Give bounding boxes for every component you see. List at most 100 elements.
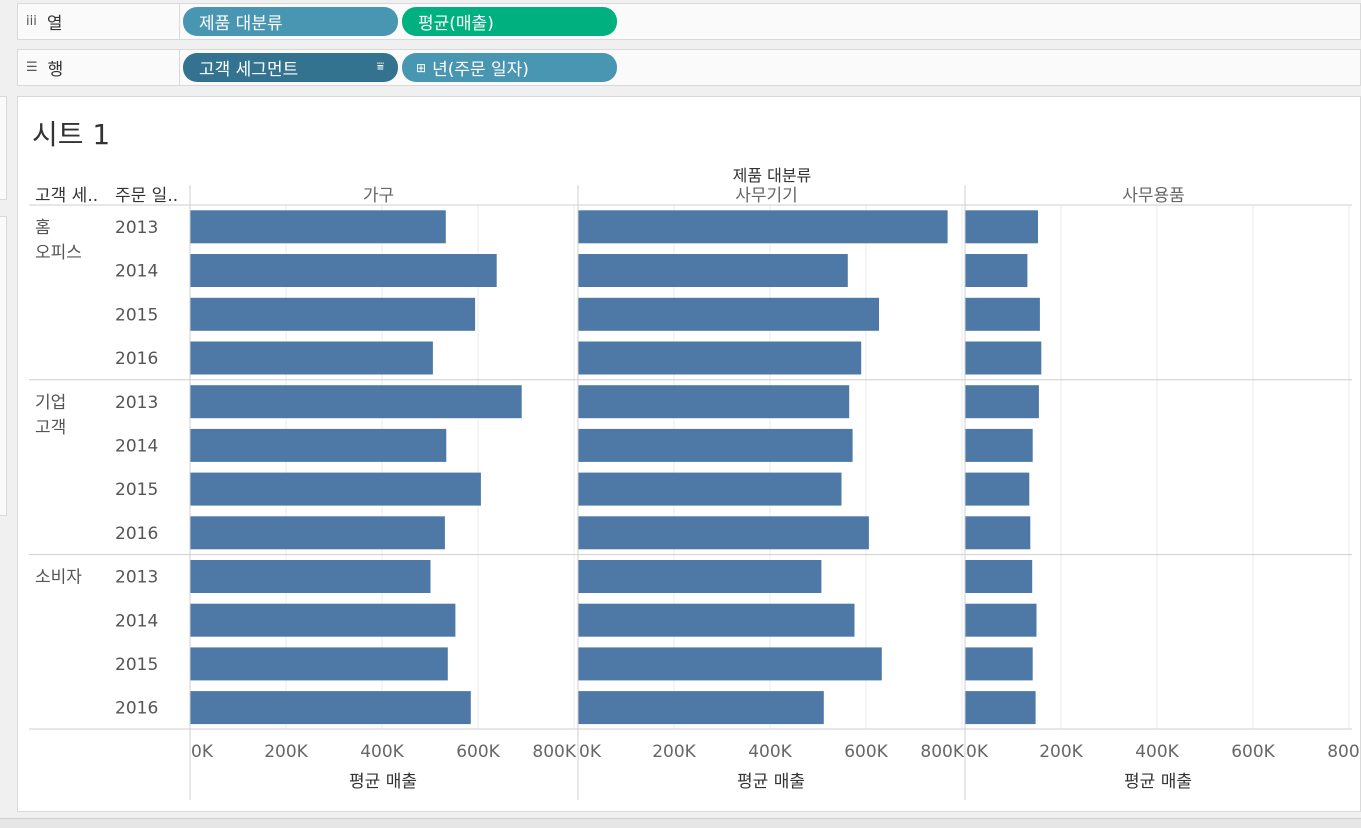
bar-2-1-3 (965, 516, 1031, 550)
bar-0-1-0 (190, 385, 522, 419)
x-tick-label: 200K (652, 742, 696, 762)
columns-shelf-label: iii 열 (18, 4, 180, 39)
bar-2-0-1 (965, 254, 1028, 287)
x-tick-label: 800K (1327, 742, 1361, 762)
pill-customer-segment[interactable]: 고객 세그먼트 ⩸ (183, 53, 398, 82)
bar-1-0-1 (578, 254, 848, 287)
bar-1-0-3 (578, 341, 862, 375)
year-label: 2014 (115, 437, 158, 457)
segment-label: 소비자 (35, 568, 82, 588)
bar-0-1-3 (190, 516, 445, 550)
bar-2-1-2 (965, 472, 1030, 506)
rows-shelf-label: ☰ 행 (18, 50, 180, 85)
pill-text: 고객 세그먼트 (199, 60, 299, 80)
bars-layer (190, 210, 1042, 725)
x-tick-label: 200K (264, 742, 308, 762)
bar-2-1-0 (965, 385, 1039, 419)
x-tick-label: 600K (1231, 742, 1275, 762)
expand-plus-icon[interactable]: ⊞ (416, 60, 427, 75)
x-tick-label: 400K (748, 742, 792, 762)
bar-1-1-1 (578, 428, 853, 462)
year-label: 2015 (115, 305, 158, 325)
pill-text: 년(주문 일자) (432, 60, 529, 80)
left-panel-edge-top (0, 96, 7, 200)
bar-2-2-3 (965, 691, 1036, 725)
column-shelf-icon: iii (26, 14, 37, 29)
columns-label-text: 열 (46, 14, 63, 34)
x-axis-label: 평균 매출 (737, 772, 805, 792)
bar-0-2-0 (190, 560, 431, 593)
bar-2-2-1 (965, 603, 1037, 637)
lines-layer (29, 185, 1352, 800)
sort-icon[interactable]: ⩸ (376, 59, 384, 73)
bar-2-0-2 (965, 297, 1040, 331)
row-header-year: 주문 일.. (115, 186, 178, 206)
bar-1-1-3 (578, 516, 869, 550)
bar-0-0-1 (190, 254, 497, 287)
bar-1-2-3 (578, 691, 824, 725)
segment-label: 홈 (35, 218, 51, 238)
columns-shelf: iii 열 제품 대분류 평균(매출) (17, 3, 1361, 40)
bar-0-1-1 (190, 428, 447, 462)
bar-0-2-1 (190, 603, 456, 637)
panel-header-label: 가구 (363, 186, 394, 206)
bar-0-2-2 (190, 647, 448, 681)
left-panel-edge-bottom (0, 216, 7, 516)
bar-0-0-2 (190, 297, 476, 331)
x-tick-label: 600K (844, 742, 888, 762)
segment-label: 기업 (35, 393, 66, 413)
bar-0-1-2 (190, 472, 481, 506)
x-tick-label: 400K (360, 742, 404, 762)
bar-1-0-0 (578, 210, 948, 244)
x-tick-label: 600K (456, 742, 500, 762)
bar-1-2-1 (578, 603, 855, 637)
bar-1-2-2 (578, 647, 882, 681)
year-label: 2016 (115, 699, 158, 719)
panel-header-label: 사무기기 (735, 186, 798, 206)
bar-2-0-0 (965, 210, 1038, 244)
row-header-segment: 고객 세.. (35, 186, 98, 206)
year-label: 2013 (115, 393, 158, 413)
x-tick-label: 200K (1039, 742, 1083, 762)
panel-header-label: 사무용품 (1122, 186, 1185, 206)
pill-text: 제품 대분류 (199, 14, 283, 34)
row-shelf-icon: ☰ (26, 60, 38, 75)
x-tick-label: 0K (966, 742, 989, 762)
pill-average-sales[interactable]: 평균(매출) (402, 7, 617, 36)
x-tick-label: 0K (191, 742, 214, 762)
bar-1-1-2 (578, 472, 842, 506)
bar-0-0-3 (190, 341, 433, 375)
bar-2-0-3 (965, 341, 1042, 375)
bar-2-2-0 (965, 560, 1033, 593)
bar-0-2-3 (190, 691, 471, 725)
year-label: 2014 (115, 262, 158, 282)
year-label: 2014 (115, 611, 158, 631)
year-label: 2016 (115, 349, 158, 369)
sheet-title: 시트 1 (32, 118, 111, 151)
x-tick-label: 800K (920, 742, 964, 762)
x-axis-label: 평균 매출 (1124, 772, 1192, 792)
rows-shelf: ☰ 행 고객 세그먼트 ⩸ ⊞ 년(주문 일자) (17, 49, 1361, 86)
rows-label-text: 행 (47, 60, 64, 80)
year-label: 2013 (115, 218, 158, 238)
pill-product-category[interactable]: 제품 대분류 (183, 7, 398, 36)
x-tick-label: 400K (1135, 742, 1179, 762)
bar-0-0-0 (190, 210, 446, 244)
bar-1-1-0 (578, 385, 850, 419)
bar-2-2-2 (965, 647, 1033, 681)
pill-order-year[interactable]: ⊞ 년(주문 일자) (402, 53, 617, 82)
status-bar (0, 818, 1361, 828)
bar-1-2-0 (578, 560, 822, 593)
year-label: 2016 (115, 524, 158, 544)
segment-label: 고객 (35, 418, 66, 438)
bar-1-0-2 (578, 297, 879, 331)
grid-layer (285, 205, 1350, 729)
year-label: 2015 (115, 655, 158, 675)
segment-label: 오피스 (35, 243, 82, 263)
x-axis-label: 평균 매출 (349, 772, 417, 792)
x-tick-label: 800K (532, 742, 576, 762)
year-label: 2015 (115, 480, 158, 500)
column-header-title: 제품 대분류 (733, 166, 812, 185)
